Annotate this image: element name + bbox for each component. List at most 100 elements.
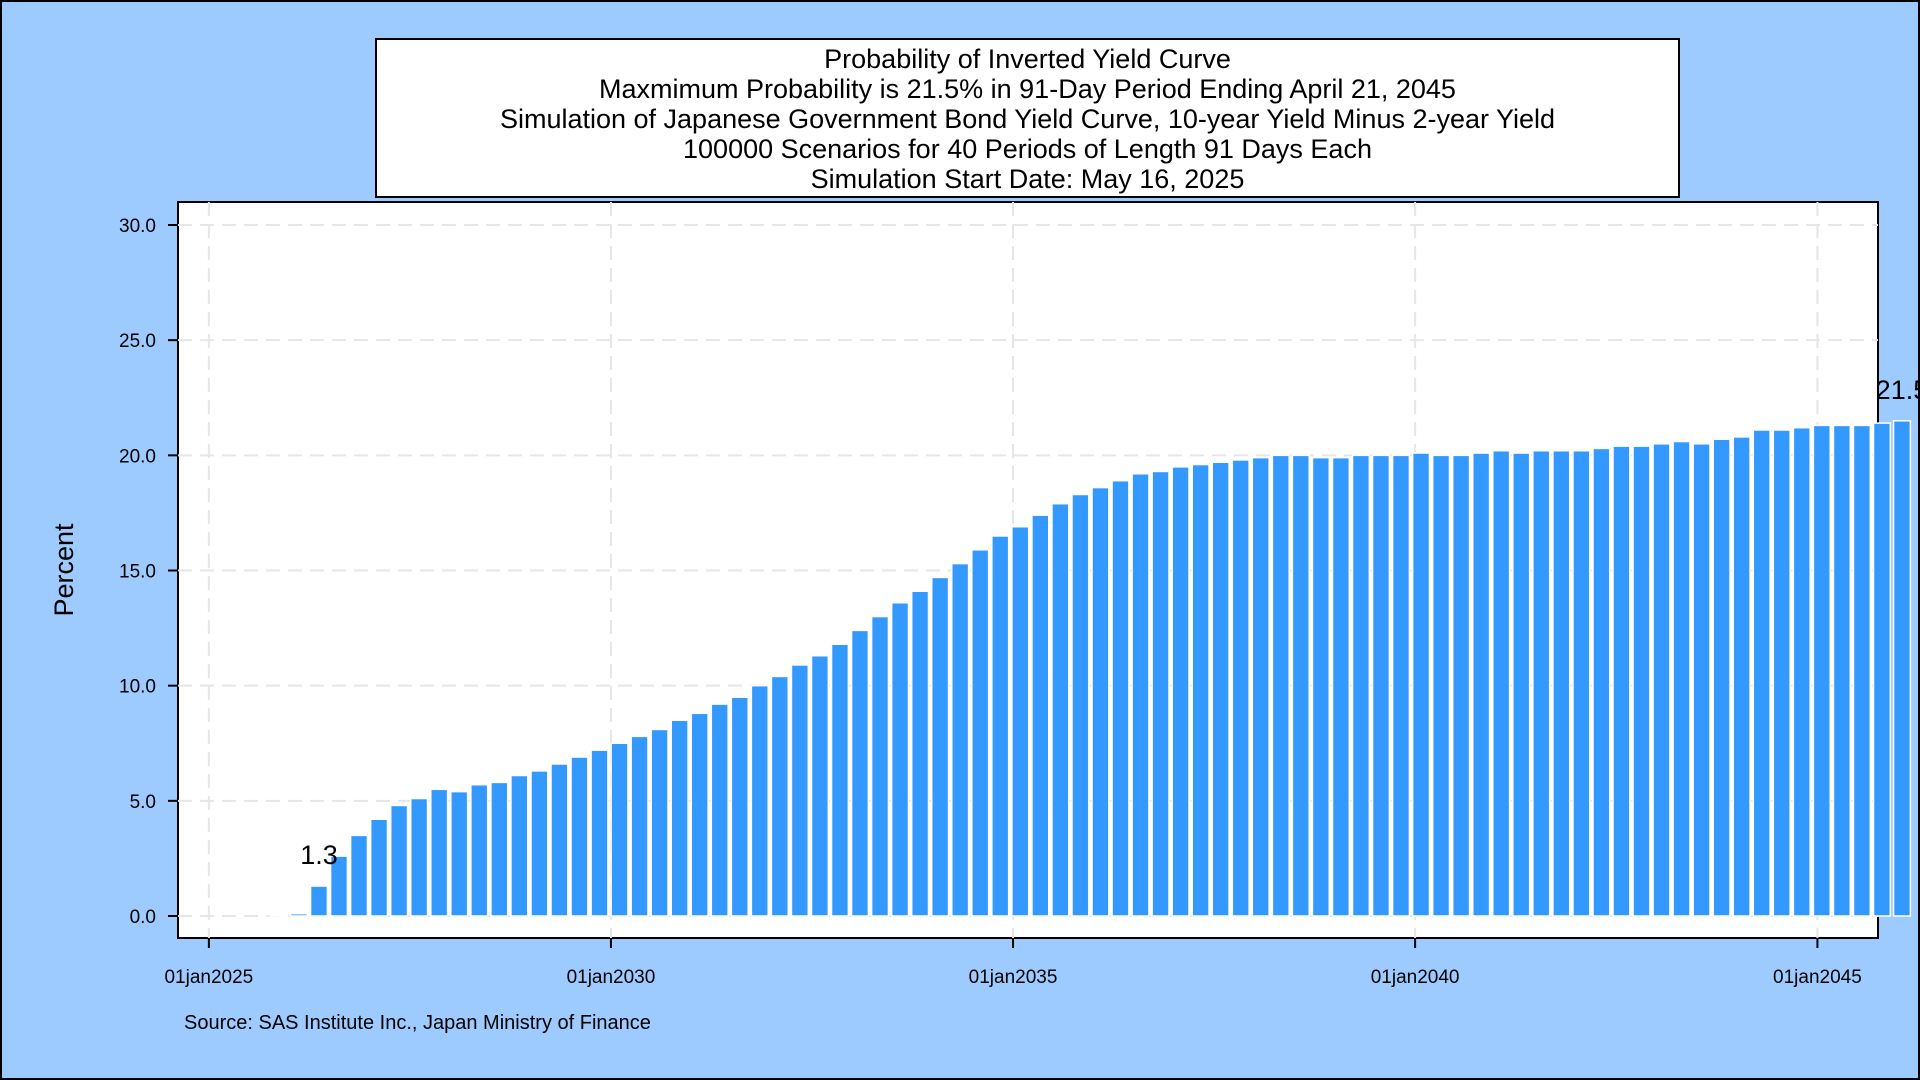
bar: [910, 590, 930, 917]
bar: [1431, 454, 1451, 917]
source-note: Source: SAS Institute Inc., Japan Minist…: [184, 1012, 651, 1034]
bar-value-label: 1.3: [300, 840, 338, 870]
bar: [309, 885, 329, 917]
bar: [1872, 422, 1892, 917]
bar: [710, 703, 729, 917]
bar: [1472, 452, 1491, 917]
bar: [1331, 456, 1351, 917]
bar: [1712, 438, 1731, 917]
y-tick-label: 20.0: [119, 446, 156, 467]
bar: [1772, 429, 1791, 917]
x-tick-label: 01jan2030: [567, 967, 656, 988]
chart-subtitle-max-probability: Maxmimum Probability is 21.5% in 91-Day …: [599, 74, 1456, 104]
bar: [1391, 454, 1411, 917]
bar: [450, 790, 469, 917]
bar: [1732, 436, 1751, 917]
bar: [1812, 424, 1831, 917]
bar: [770, 675, 789, 917]
bar: [1592, 447, 1611, 917]
bar: [1191, 463, 1210, 917]
bars: [269, 420, 1912, 917]
bar: [369, 818, 389, 917]
bar: [430, 788, 449, 917]
bar: [890, 602, 910, 917]
axes: 0.0 5.0 10.0 15.0 20.0 25.0 30.0 01jan2025 01jan…: [119, 216, 1862, 988]
y-tick-label: 0.0: [130, 907, 156, 928]
bar: [870, 615, 890, 917]
y-tick-label: 5.0: [130, 792, 156, 813]
bar: [1131, 473, 1150, 917]
chart-subtitle-start-date: Simulation Start Date: May 16, 2025: [810, 164, 1245, 194]
bar: [1151, 470, 1170, 917]
bar: [951, 562, 970, 917]
bar: [650, 728, 669, 917]
bar: [1031, 514, 1050, 917]
bar: [690, 712, 709, 917]
bar: [409, 797, 429, 917]
bar: [750, 684, 769, 917]
y-axis-title: Percent: [49, 523, 79, 617]
bar: [570, 756, 589, 917]
bar: [971, 549, 990, 917]
bar: [1111, 479, 1130, 917]
bar: [1271, 454, 1290, 917]
y-tick-label: 25.0: [119, 331, 156, 352]
bar: [810, 654, 830, 917]
bar: [830, 643, 850, 917]
bar: [1892, 420, 1912, 917]
x-tick-label: 01jan2040: [1371, 967, 1460, 988]
bar: [1612, 445, 1631, 917]
bar: [1071, 493, 1090, 917]
bar: [1231, 459, 1250, 917]
bar: [1011, 525, 1030, 917]
bar: [1852, 424, 1872, 917]
bar: [1532, 449, 1551, 917]
bar: [730, 696, 749, 917]
title-box: Probability of Inverted Yield Curve Maxm…: [375, 38, 1680, 198]
bar: [991, 535, 1010, 917]
bar: [1051, 502, 1070, 917]
bar: [790, 664, 810, 917]
bar: [470, 783, 489, 917]
bar: [1692, 443, 1711, 917]
bar: [590, 749, 609, 917]
y-tick-label: 10.0: [119, 677, 156, 698]
bar: [1211, 461, 1230, 917]
bar: [289, 912, 309, 917]
x-tick-label: 01jan2045: [1773, 967, 1862, 988]
x-tick-label: 01jan2025: [164, 967, 253, 988]
bar: [1311, 456, 1331, 917]
bar: [850, 629, 870, 917]
bar: [1632, 445, 1651, 917]
bar: [329, 855, 349, 917]
bar: [610, 742, 629, 917]
bar: [550, 763, 569, 917]
bar: [1171, 466, 1190, 917]
bar: [490, 781, 509, 917]
bar: [930, 576, 950, 917]
bar: [510, 774, 529, 917]
data-labels: 1.3 21.5: [300, 375, 1920, 870]
bar: [670, 719, 689, 917]
bar: [389, 804, 409, 917]
bar: [1572, 449, 1591, 917]
y-tick-label: 30.0: [119, 216, 156, 237]
chart-title: Probability of Inverted Yield Curve: [824, 44, 1231, 74]
x-tick-label: 01jan2035: [969, 967, 1058, 988]
bar: [1451, 454, 1471, 917]
bar: [1832, 424, 1852, 917]
bar: [1251, 456, 1270, 917]
bar: [1351, 454, 1371, 917]
bar: [530, 770, 549, 917]
bar: [1512, 452, 1531, 917]
bar: [269, 914, 289, 917]
chart-subtitle-scenarios: 100000 Scenarios for 40 Periods of Lengt…: [683, 134, 1372, 164]
bar: [1091, 486, 1110, 917]
bar: [1492, 449, 1511, 917]
bar: [1371, 454, 1391, 917]
y-tick-label: 15.0: [119, 562, 156, 583]
bar: [1752, 429, 1771, 917]
bar: [1792, 426, 1811, 917]
chart-subtitle-simulation: Simulation of Japanese Government Bond Y…: [499, 104, 1556, 134]
